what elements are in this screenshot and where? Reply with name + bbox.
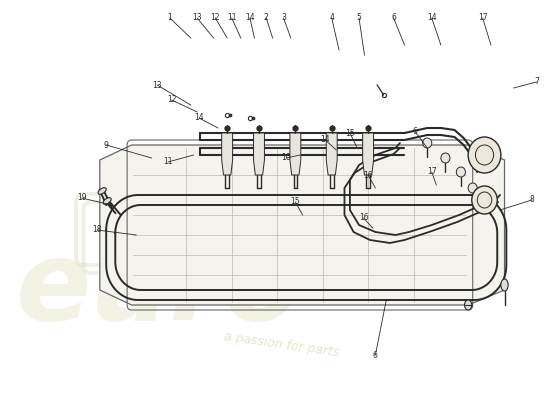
Polygon shape — [254, 133, 265, 175]
Circle shape — [468, 183, 477, 193]
Text: a passion for parts: a passion for parts — [223, 330, 340, 360]
Text: 9: 9 — [104, 140, 109, 150]
Polygon shape — [290, 133, 301, 175]
Text: 13: 13 — [192, 14, 202, 22]
Text: euro: euro — [16, 236, 302, 344]
Text: 11: 11 — [227, 14, 236, 22]
Polygon shape — [326, 133, 337, 175]
Text: 16: 16 — [364, 170, 373, 180]
Text: 12: 12 — [167, 96, 177, 104]
Circle shape — [441, 153, 450, 163]
Text: 14: 14 — [194, 114, 204, 122]
Text: 10: 10 — [282, 154, 291, 162]
Text: 12: 12 — [211, 14, 220, 22]
Polygon shape — [100, 145, 504, 305]
Text: 15: 15 — [290, 198, 300, 206]
Text: 3: 3 — [281, 14, 286, 22]
Text: 17: 17 — [427, 168, 437, 176]
Text: 14: 14 — [245, 14, 255, 22]
Text: 2: 2 — [264, 14, 268, 22]
Ellipse shape — [465, 300, 472, 310]
Text: 13: 13 — [152, 80, 162, 90]
Text: 18: 18 — [92, 226, 102, 234]
Polygon shape — [222, 133, 233, 175]
Text: 11: 11 — [163, 158, 173, 166]
Ellipse shape — [103, 198, 111, 204]
Text: 1: 1 — [168, 14, 172, 22]
Text: 6: 6 — [413, 128, 418, 136]
Text: 16: 16 — [359, 214, 369, 222]
Text: 14: 14 — [427, 14, 437, 22]
Text: 14: 14 — [321, 136, 330, 144]
Text: 6: 6 — [391, 14, 396, 22]
Text: 4: 4 — [329, 14, 334, 22]
Text: 15: 15 — [345, 128, 355, 138]
Circle shape — [472, 186, 497, 214]
Text: 8: 8 — [530, 196, 534, 204]
Text: 6: 6 — [373, 350, 378, 360]
Text: 17: 17 — [478, 14, 487, 22]
Text: 7: 7 — [534, 78, 539, 86]
Circle shape — [468, 137, 501, 173]
Text: 5: 5 — [356, 14, 361, 22]
Ellipse shape — [98, 188, 106, 194]
Ellipse shape — [501, 279, 508, 291]
Polygon shape — [362, 133, 373, 175]
Circle shape — [456, 167, 465, 177]
Text: 19: 19 — [77, 194, 86, 202]
Circle shape — [423, 138, 432, 148]
